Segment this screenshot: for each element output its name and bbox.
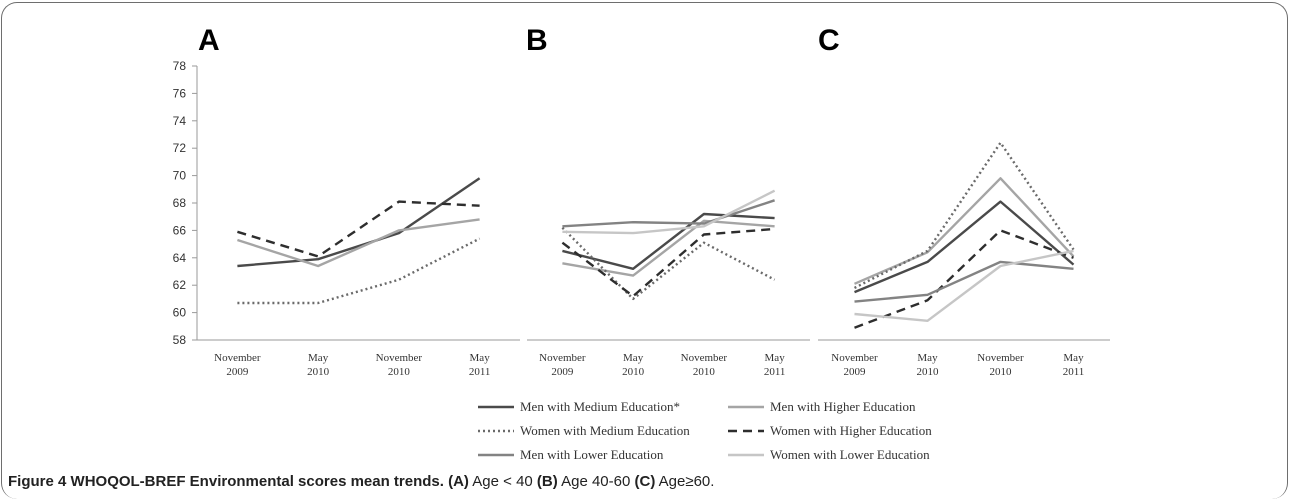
caption-text-c: Age≥60. (658, 473, 715, 490)
caption-tag-c: (C) (634, 473, 656, 490)
x-tick-label: November 2010 (376, 352, 423, 378)
series-line-b-4 (561, 227, 775, 298)
legend-label-1: Men with Medium Education* (520, 399, 680, 414)
x-tick-label: May 2011 (1063, 352, 1085, 378)
x-tick-label: November 2009 (831, 352, 878, 378)
plot-layer: 58 60 62 64 66 68 70 72 74 76 78 November 2009 May 201… (173, 59, 1110, 378)
series-line-c-5 (854, 260, 1074, 303)
series-line-b-6 (562, 189, 776, 235)
legend-label-3: Women with Medium Education (520, 423, 690, 438)
y-tick-label: 68 (173, 196, 187, 210)
x-tick-label: November 2009 (214, 352, 261, 378)
y-tick-label: 62 (173, 278, 187, 292)
y-tick-label: 72 (173, 141, 187, 155)
x-tick-label: May 2010 (307, 352, 330, 378)
series-line-b-3 (561, 226, 776, 301)
caption-title: WHOQOL-BREF Environmental scores mean tr… (70, 473, 444, 490)
series-line-b-2 (562, 219, 775, 277)
y-tick-label: 70 (173, 169, 187, 183)
series-line-c-3 (853, 141, 1075, 289)
legend-label-4: Women with Higher Education (770, 423, 932, 438)
caption-text-b: Age 40-60 (561, 473, 631, 490)
series-line-a-1 (237, 177, 481, 268)
y-tick-label: 66 (173, 223, 187, 237)
legend-label-2: Men with Higher Education (770, 399, 916, 414)
caption-tag-b: (B) (536, 473, 558, 490)
series-line-c-4 (854, 229, 1074, 329)
figure-caption: Figure 4 WHOQOL-BREF Environmental score… (8, 473, 1278, 490)
figure-chart: A B C 58 60 62 64 66 68 70 72 74 76 78 November 2009… (173, 24, 1110, 462)
caption-text-a: Age < 40 (472, 473, 533, 490)
legend: Men with Medium Education* Men with Highe… (478, 399, 932, 462)
series-line-c-2 (854, 177, 1075, 285)
series-line-c-1 (854, 200, 1075, 294)
y-tick-label: 78 (173, 59, 187, 73)
panel-letter-b: B (526, 24, 548, 57)
y-tick-label: 74 (173, 114, 187, 128)
x-tick-label: November 2010 (977, 352, 1024, 378)
series-line-a-3 (237, 237, 481, 305)
x-tick-label: May 2010 (622, 352, 645, 378)
y-tick-label: 76 (173, 86, 187, 100)
caption-tag-a: (A) (448, 473, 469, 490)
series-line-c-6 (854, 249, 1074, 322)
series-line-b-1 (562, 212, 775, 270)
x-tick-label: May 2011 (764, 352, 786, 378)
panel-letter-a: A (198, 24, 220, 57)
x-tick-label: May 2011 (469, 352, 491, 378)
legend-label-5: Men with Lower Education (520, 447, 664, 462)
y-tick-label: 64 (173, 251, 187, 265)
caption-label: Figure 4 (8, 473, 67, 490)
legend-label-6: Women with Lower Education (770, 447, 930, 462)
x-tick-label: November 2010 (681, 352, 728, 378)
y-tick-label: 58 (173, 333, 187, 347)
y-tick-label: 60 (173, 306, 187, 320)
panel-letter-c: C (818, 24, 840, 57)
series-line-b-5 (562, 199, 775, 228)
x-tick-label: November 2009 (539, 352, 586, 378)
x-tick-label: May 2010 (917, 352, 940, 378)
series-line-a-2 (237, 218, 480, 268)
